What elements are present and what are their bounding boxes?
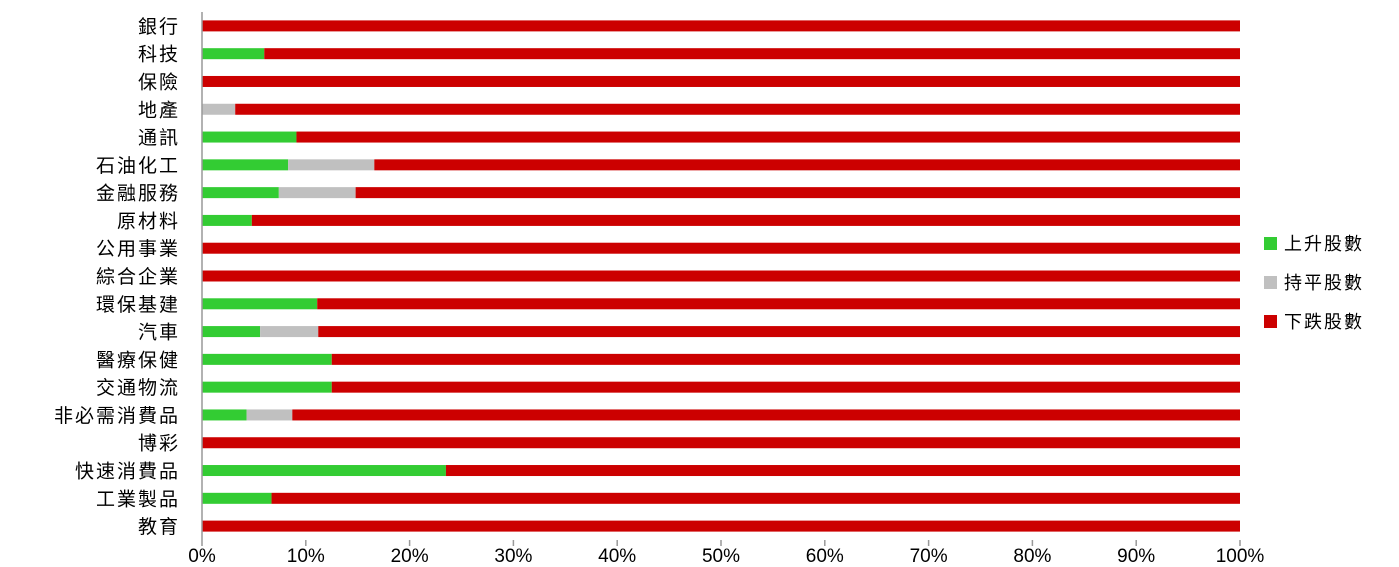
category-label: 綜合企業	[96, 266, 180, 288]
category-label: 公用事業	[96, 238, 180, 260]
legend-swatch	[1264, 237, 1277, 250]
bar-1-13	[202, 353, 332, 365]
x-tick-label: 10%	[287, 546, 325, 567]
bar-3-10	[202, 270, 1240, 282]
bar-3-7	[355, 187, 1240, 199]
bar-3-4	[235, 103, 1240, 115]
x-tick-label: 40%	[598, 546, 636, 567]
category-label: 教育	[138, 516, 180, 538]
bar-3-12	[318, 326, 1241, 338]
category-label: 環保基建	[96, 294, 180, 316]
bar-3-13	[331, 353, 1240, 365]
category-label: 地產	[138, 99, 180, 121]
category-label: 工業製品	[96, 488, 180, 510]
bar-1-6	[202, 159, 289, 171]
legend-swatch	[1264, 276, 1277, 289]
bar-3-2	[264, 48, 1240, 60]
category-label: 保險	[138, 71, 180, 93]
x-tick-label: 0%	[188, 546, 216, 567]
category-label: 汽車	[138, 322, 180, 344]
bar-3-1	[202, 20, 1240, 32]
bar-2-6	[288, 159, 375, 171]
category-label: 石油化工	[96, 155, 180, 177]
bars-group	[202, 20, 1241, 532]
category-label: 通訊	[138, 127, 180, 149]
bar-1-15	[202, 409, 247, 421]
legend-label: 持平股數	[1284, 273, 1364, 294]
bar-1-7	[202, 187, 279, 199]
category-label: 博彩	[138, 433, 180, 455]
bar-2-7	[278, 187, 356, 199]
bar-3-19	[202, 520, 1240, 532]
category-label: 金融服務	[96, 183, 180, 205]
bar-1-2	[202, 48, 265, 60]
x-tick-label: 70%	[910, 546, 948, 567]
bar-2-15	[246, 409, 293, 421]
bar-3-3	[202, 75, 1240, 87]
x-tick-label: 60%	[806, 546, 844, 567]
bar-1-17	[202, 465, 446, 477]
bar-3-8	[251, 214, 1241, 226]
x-tick-label: 80%	[1013, 546, 1051, 567]
bar-3-11	[317, 298, 1240, 310]
bar-3-6	[374, 159, 1241, 171]
x-tick-label: 50%	[702, 546, 740, 567]
category-label: 原材料	[117, 210, 180, 232]
x-axis-tick-marks	[201, 540, 1241, 546]
bar-3-15	[292, 409, 1240, 421]
x-tick-label: 20%	[391, 546, 429, 567]
bar-3-18	[271, 492, 1240, 504]
category-labels: 銀行科技保險地產通訊石油化工金融服務原材料公用事業綜合企業環保基建汽車醫療保健交…	[54, 16, 180, 538]
bar-3-5	[296, 131, 1240, 143]
category-label: 醫療保健	[96, 349, 180, 371]
x-tick-label: 30%	[494, 546, 532, 567]
x-tick-label: 100%	[1216, 546, 1265, 567]
category-label: 非必需消費品	[54, 405, 180, 427]
category-label: 銀行	[138, 16, 180, 38]
category-label: 科技	[138, 44, 180, 66]
bar-1-18	[202, 492, 272, 504]
bar-1-5	[202, 131, 297, 143]
bar-3-9	[202, 242, 1240, 254]
bar-1-14	[202, 381, 332, 393]
x-tick-label: 90%	[1117, 546, 1155, 567]
bar-2-12	[260, 326, 319, 338]
category-label: 快速消費品	[75, 461, 180, 483]
category-label: 交通物流	[96, 377, 180, 399]
bar-1-8	[202, 214, 252, 226]
legend-label: 下跌股數	[1284, 312, 1364, 333]
bar-2-4	[202, 103, 236, 115]
bar-1-12	[202, 326, 261, 338]
bar-1-11	[202, 298, 318, 310]
bar-3-14	[331, 381, 1240, 393]
bar-3-17	[445, 465, 1240, 477]
legend-label: 上升股數	[1284, 234, 1364, 255]
x-axis-tick-labels: 0% 10% 20% 30% 40% 50% 60% 70% 80% 90% 100%	[188, 546, 1264, 567]
legend-swatch	[1264, 315, 1277, 328]
bar-3-16	[202, 437, 1240, 449]
